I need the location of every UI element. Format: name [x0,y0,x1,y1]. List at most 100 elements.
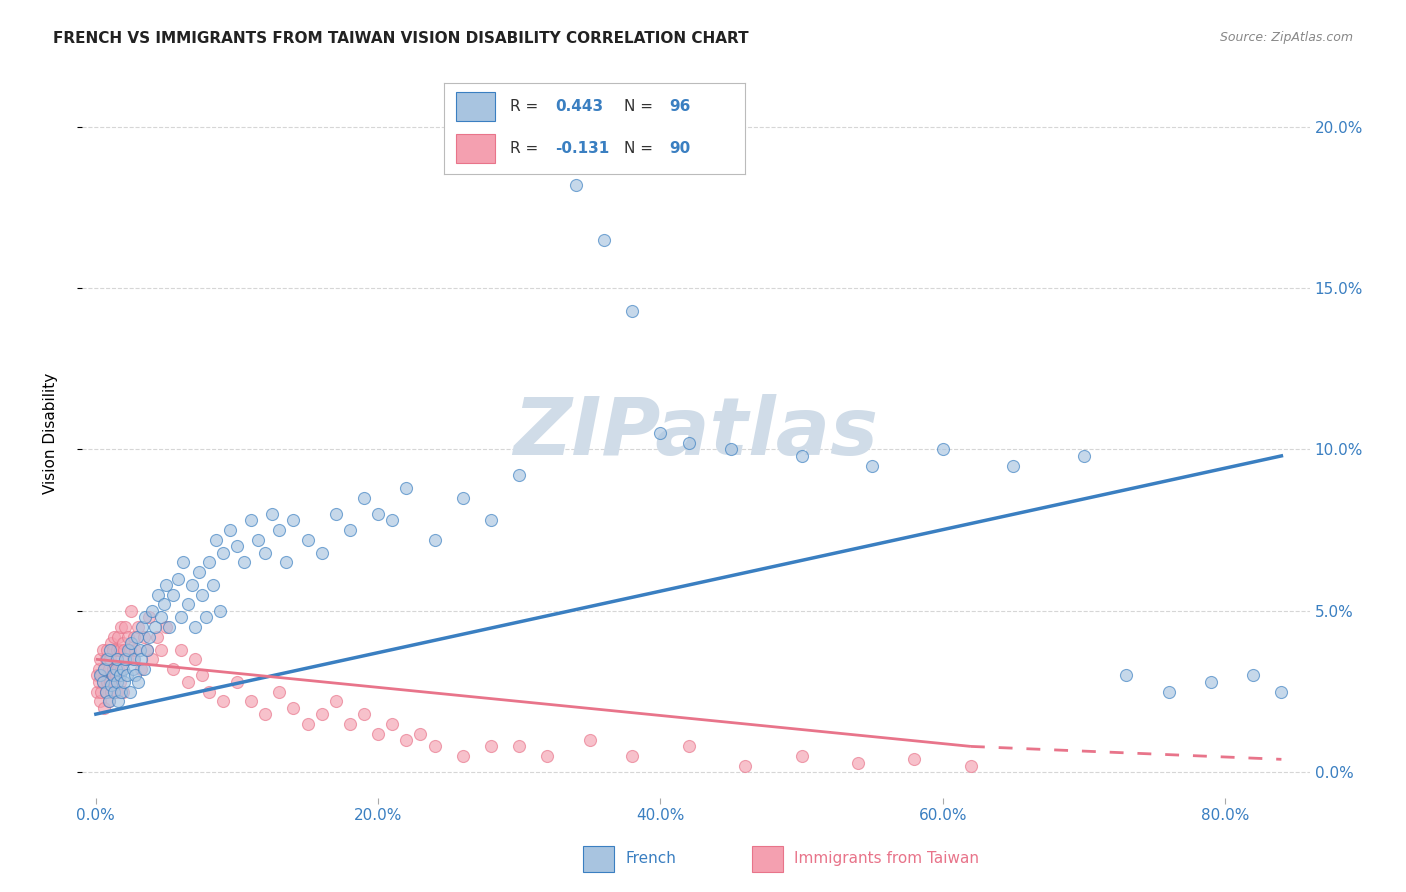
Point [276,556,298,570]
Point [903,752,925,766]
Point [101,642,124,657]
Point [593,233,616,247]
Point [190,668,212,682]
Point [1270,684,1292,698]
Point [103,684,125,698]
Point [96,652,118,666]
Point [108,668,131,682]
Point [115,668,138,682]
Point [339,716,361,731]
Point [183,652,205,666]
Point [101,662,124,676]
Point [190,588,212,602]
Point [89,668,111,682]
Point [105,652,128,666]
Point [94,652,117,666]
Point [678,739,700,754]
Point [451,491,474,505]
Point [89,694,111,708]
Point [1157,684,1180,698]
Point [367,507,389,521]
Point [162,588,184,602]
Point [107,694,129,708]
Point [143,620,166,634]
Point [141,604,163,618]
Point [93,662,115,676]
Point [94,684,117,698]
Point [101,668,124,682]
Point [104,652,127,666]
Point [353,707,375,722]
Point [129,652,152,666]
Point [353,491,375,505]
Point [121,652,143,666]
Point [100,678,122,692]
Point [194,610,217,624]
Point [112,674,135,689]
Point [621,749,644,764]
Point [91,674,114,689]
Point [108,674,131,689]
Point [152,598,174,612]
Point [311,546,333,560]
Point [131,620,153,634]
Point [536,749,558,764]
Point [297,716,319,731]
Point [508,468,530,483]
Point [128,642,150,657]
Point [97,694,120,708]
Point [111,636,134,650]
Point [621,303,644,318]
Point [395,733,418,747]
Point [145,630,167,644]
Point [479,513,502,527]
Point [108,642,131,657]
Point [1002,458,1025,473]
Point [339,523,361,537]
Point [166,572,188,586]
Point [93,662,115,676]
Point [96,642,118,657]
Point [325,507,347,521]
Point [269,523,291,537]
Point [117,642,139,657]
Point [114,652,136,666]
Point [233,556,256,570]
Point [1115,668,1137,682]
Point [157,620,180,634]
Point [98,652,121,666]
Point [451,749,474,764]
Point [115,652,138,666]
Text: ZIPatlas: ZIPatlas [513,394,879,472]
Point [110,684,132,698]
Point [283,513,305,527]
Point [98,642,121,657]
Point [931,442,953,457]
Point [100,636,122,650]
Point [311,707,333,722]
Point [172,556,194,570]
Point [212,694,235,708]
Point [111,662,134,676]
Point [117,630,139,644]
Point [254,546,277,560]
Point [98,674,121,689]
Point [104,662,127,676]
Point [90,668,112,682]
Point [124,668,146,682]
Point [127,674,149,689]
Point [846,756,869,770]
Point [138,630,160,644]
Point [162,662,184,676]
Point [120,604,142,618]
Point [110,662,132,676]
Point [720,442,742,457]
Point [149,642,172,657]
Point [86,668,108,682]
Point [297,533,319,547]
Point [197,556,219,570]
Point [254,707,277,722]
Point [127,620,149,634]
Point [790,749,813,764]
Point [112,642,135,657]
